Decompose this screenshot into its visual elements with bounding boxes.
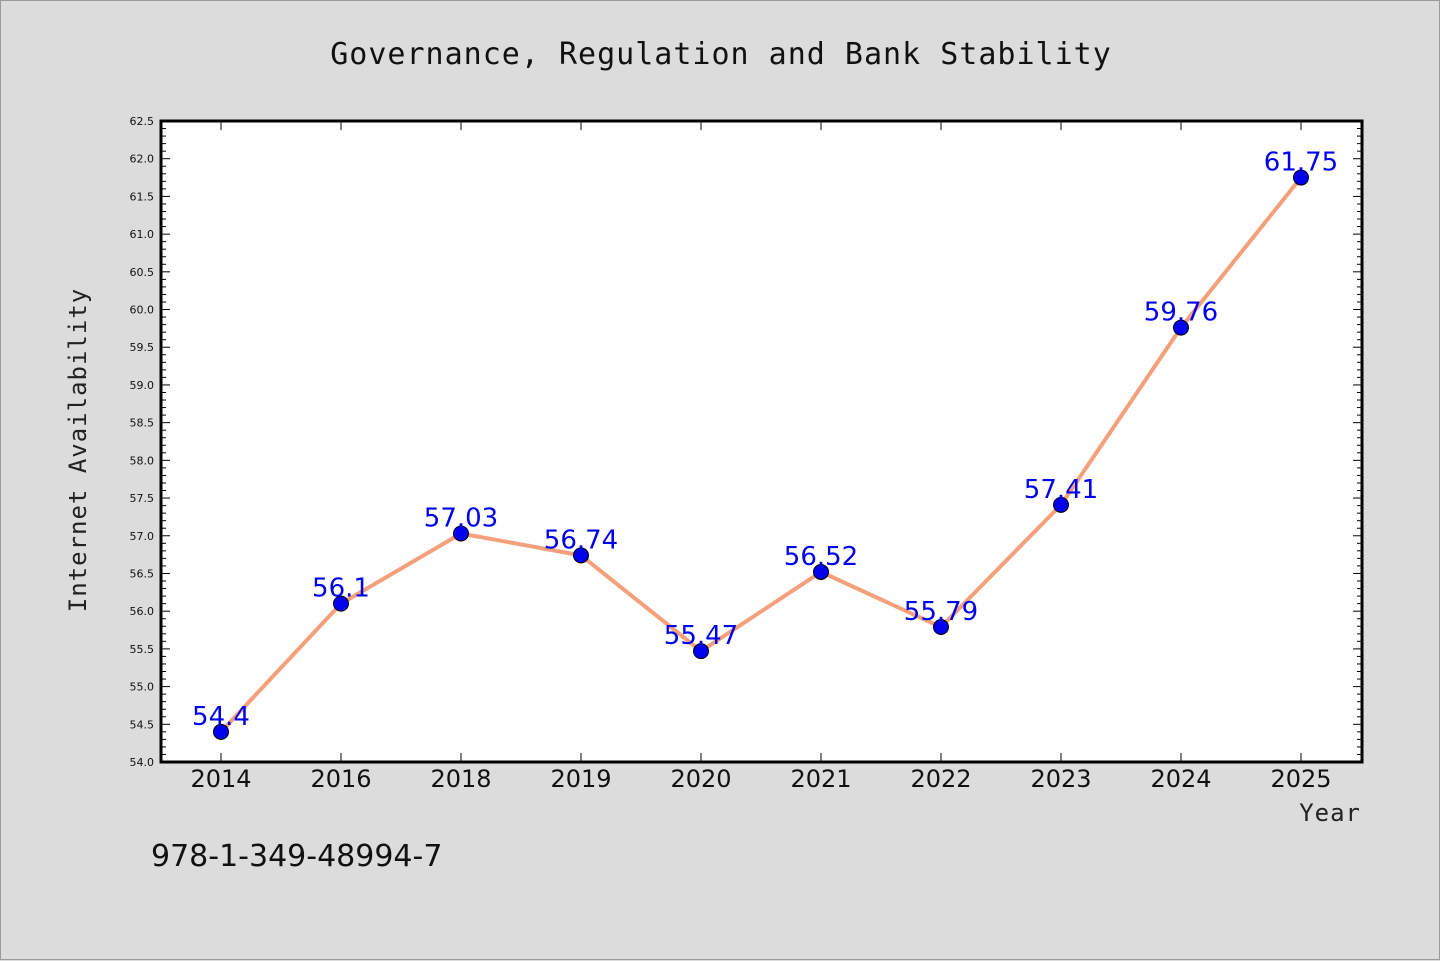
data-point <box>453 525 469 542</box>
x-tick-label: 2025 <box>1270 765 1331 793</box>
x-tick-label: 2021 <box>790 765 851 793</box>
data-label: 55.79 <box>904 597 978 627</box>
data-label: 56.52 <box>784 542 858 572</box>
data-point <box>1293 169 1309 186</box>
x-tick-label: 2019 <box>550 765 611 793</box>
data-point <box>213 723 229 740</box>
data-point <box>933 619 949 636</box>
x-tick-label: 2022 <box>910 765 971 793</box>
y-tick-label: 62.5 <box>130 115 155 128</box>
x-tick-label: 2020 <box>670 765 731 793</box>
data-label: 57.41 <box>1024 475 1098 505</box>
y-tick-label: 55.5 <box>130 643 155 656</box>
data-label: 61.75 <box>1264 148 1338 178</box>
y-tick-label: 60.5 <box>130 266 155 279</box>
plot-area <box>159 119 1364 764</box>
y-tick-label: 59.5 <box>130 341 155 354</box>
y-tick-label: 62.0 <box>130 153 155 166</box>
y-tick-label: 60.0 <box>130 304 155 317</box>
x-tick-label: 2023 <box>1030 765 1091 793</box>
x-tick-label: 2024 <box>1150 765 1211 793</box>
y-tick-label: 54.5 <box>130 718 155 731</box>
x-tick-label: 2014 <box>190 765 251 793</box>
data-point <box>1053 496 1069 513</box>
data-label: 56.74 <box>544 525 618 555</box>
data-label: 55.47 <box>664 621 738 651</box>
data-label: 57.03 <box>424 504 498 534</box>
y-tick-label: 57.5 <box>130 492 155 505</box>
data-label: 56.1 <box>312 574 370 604</box>
chart-title: Governance, Regulation and Bank Stabilit… <box>330 37 1112 72</box>
data-point <box>1173 319 1189 336</box>
y-tick-label: 61.5 <box>130 190 155 203</box>
y-tick-label: 59.0 <box>130 379 155 392</box>
x-tick-label: 2018 <box>430 765 491 793</box>
y-tick-label: 54.0 <box>130 756 155 769</box>
data-label: 59.76 <box>1144 298 1218 328</box>
x-axis: 2014 2016 2018 2019 2020 2021 2022 2023 2024 2025 <box>190 121 1332 793</box>
y-tick-label: 58.5 <box>130 417 155 430</box>
y-tick-label: 55.0 <box>130 681 155 694</box>
series-layer: 54.4 56.1 57.03 56.74 55.47 56.52 55.79 57.41 59… <box>192 148 1338 740</box>
data-point <box>813 563 829 580</box>
y-tick-label: 61.0 <box>130 228 155 241</box>
y-axis: 54.0 54.5 55.0 55.5 56.0 56.5 57.0 57.5 58.0 58.5… <box>130 115 1362 769</box>
y-tick-label: 58.0 <box>130 454 155 467</box>
y-axis-label: Internet Availability <box>64 288 92 612</box>
data-point <box>693 643 709 660</box>
y-tick-label: 57.0 <box>130 530 155 543</box>
x-axis-label: Year <box>1299 799 1361 827</box>
data-point <box>333 595 349 612</box>
data-point <box>573 547 589 564</box>
footnote-isbn: 978-1-349-48994-7 <box>151 839 442 874</box>
data-label: 54.4 <box>192 702 250 732</box>
series-line <box>219 176 1303 734</box>
y-tick-label: 56.5 <box>130 567 155 580</box>
y-tick-label: 56.0 <box>130 605 155 618</box>
x-tick-label: 2016 <box>310 765 371 793</box>
